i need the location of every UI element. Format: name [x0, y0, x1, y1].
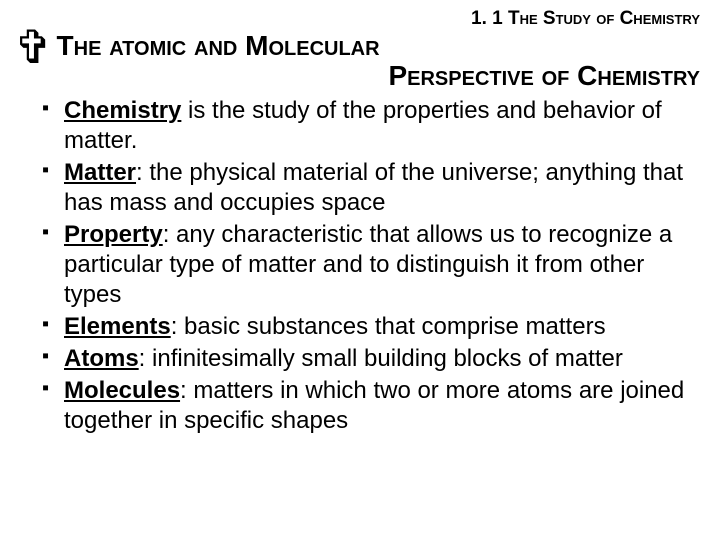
term: Matter: [64, 159, 136, 186]
heading-row: ✞ The atomic and Molecular Perspective o…: [14, 30, 706, 92]
cross-icon: ✞: [14, 24, 53, 70]
title-block: The atomic and Molecular Perspective of …: [57, 30, 706, 92]
definitions-list: Chemistry is the study of the properties…: [14, 96, 706, 436]
list-item: Elements: basic substances that comprise…: [42, 312, 706, 342]
term: Molecules: [64, 377, 180, 404]
definition-text: : infinitesimally small building blocks …: [139, 345, 623, 372]
term: Elements: [64, 313, 171, 340]
list-item: Property: any characteristic that allows…: [42, 220, 706, 310]
section-number: 1. 1 The Study of Chemistry: [14, 8, 706, 30]
list-item: Matter: the physical material of the uni…: [42, 158, 706, 218]
list-item: Molecules: matters in which two or more …: [42, 376, 706, 436]
title-line-2: Perspective of Chemistry: [57, 60, 706, 92]
title-line-1: The atomic and Molecular: [57, 30, 706, 62]
list-item: Atoms: infinitesimally small building bl…: [42, 344, 706, 374]
term: Atoms: [64, 345, 139, 372]
term: Chemistry: [64, 97, 181, 124]
term: Property: [64, 221, 163, 248]
definition-text: : the physical material of the universe;…: [64, 159, 683, 216]
list-item: Chemistry is the study of the properties…: [42, 96, 706, 156]
definition-text: : basic substances that comprise matters: [171, 313, 606, 340]
